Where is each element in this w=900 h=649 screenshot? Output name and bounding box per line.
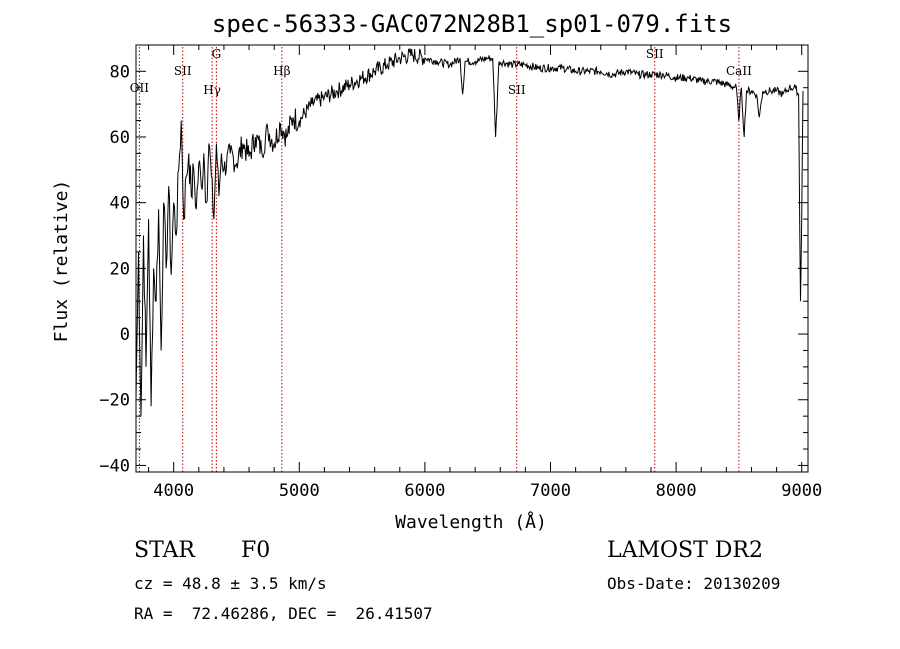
sky-coordinates: RA = 72.46286, DEC = 26.41507 — [134, 604, 433, 623]
x-tick-label: 9000 — [781, 481, 822, 501]
y-tick-label: −40 — [99, 456, 130, 476]
y-tick-label: 60 — [110, 128, 130, 148]
x-tick-label: 4000 — [153, 481, 194, 501]
y-axis-label: Flux (relative) — [51, 180, 72, 343]
y-tick-label: 0 — [120, 325, 130, 345]
line-marker-label: G — [212, 47, 222, 61]
y-tick-label: 20 — [110, 259, 130, 279]
y-tick-label: 80 — [110, 62, 130, 82]
line-marker-label: SII — [174, 64, 192, 78]
redshift-velocity: cz = 48.8 ± 3.5 km/s — [134, 574, 327, 593]
line-marker-label: Hβ — [273, 64, 290, 78]
x-tick-label: 6000 — [404, 481, 445, 501]
line-marker-label: SII — [646, 47, 664, 61]
plot-frame — [135, 44, 809, 473]
object-subclass: F0 — [241, 538, 271, 563]
line-marker-label: SII — [508, 83, 526, 97]
x-tick-label: 5000 — [279, 481, 320, 501]
spectrum-line — [135, 48, 804, 417]
observation-date: Obs-Date: 20130209 — [607, 574, 781, 593]
spectrum-series — [135, 48, 804, 417]
y-tick-label: 40 — [110, 194, 130, 214]
x-tick-label: 8000 — [656, 481, 697, 501]
chart-title: spec-56333-GAC072N28B1_sp01-079.fits — [212, 10, 732, 38]
y-tick-label: −20 — [99, 391, 130, 411]
spectrum-chart: spec-56333-GAC072N28B1_sp01-079.fits OII… — [51, 10, 822, 533]
axes: 4000 5000 6000 7000 8000 9000 −40 −20 0 20 40 60 80 — [99, 44, 822, 501]
line-marker-label: Hγ — [203, 83, 221, 97]
line-marker-label: CaII — [726, 64, 752, 78]
object-class: STAR — [134, 538, 195, 563]
survey-name: LAMOST DR2 — [607, 538, 763, 563]
x-axis-label: Wavelength (Å) — [395, 511, 547, 533]
x-tick-label: 7000 — [530, 481, 571, 501]
